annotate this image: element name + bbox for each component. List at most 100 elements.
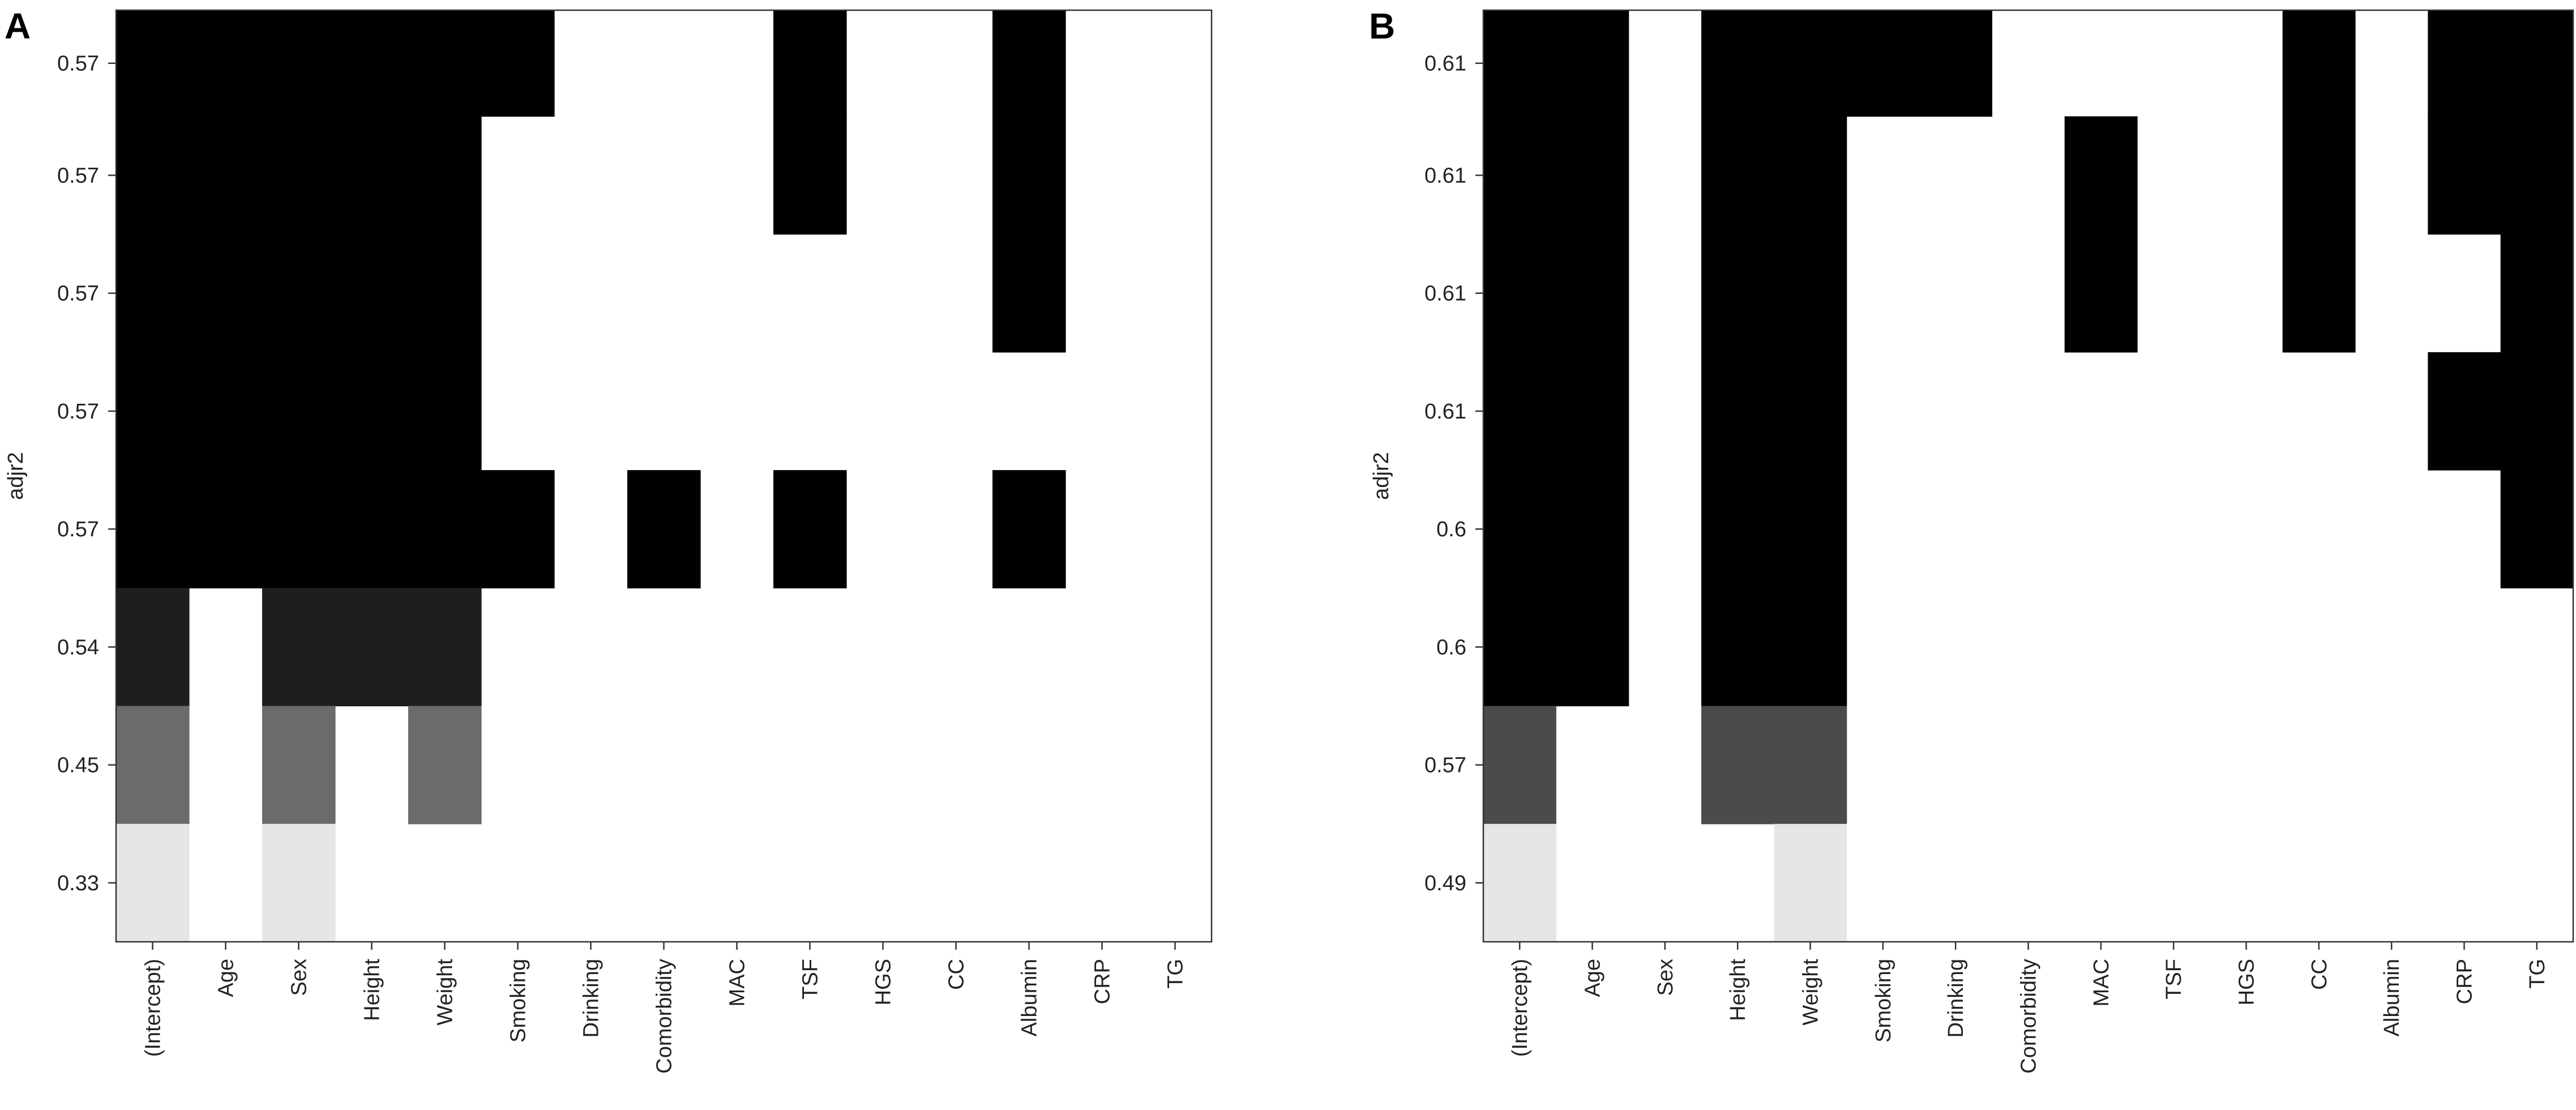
cell-A-r0-TSF [773, 10, 847, 117]
cell-B-r6-Weight [1774, 706, 1847, 825]
cell-B-r0-CRP [2428, 10, 2501, 117]
y-tick-label: 0.33 [57, 872, 99, 895]
x-tick-label: (Intercept) [1508, 959, 1532, 1057]
cell-A-r6-Sex [262, 706, 336, 825]
x-tick-label: MAC [2090, 959, 2113, 1006]
x-tick-label: Drinking [1944, 959, 1968, 1038]
x-tick-label: Smoking [1872, 959, 1895, 1043]
x-tick-label: Albumin [2380, 959, 2404, 1036]
x-tick-label: Drinking [580, 959, 604, 1038]
y-tick-label: 0.61 [1424, 164, 1466, 188]
x-tick-label: CRP [2453, 959, 2477, 1004]
cell-A-r3-Weight [408, 352, 482, 471]
cell-A-r4-Albumin [992, 470, 1066, 588]
x-tick-label: TG [1164, 959, 1188, 989]
x-tick-label: HGS [872, 959, 896, 1005]
cell-B-r1-Age [1556, 116, 1629, 235]
cell-B-r3-CRP [2428, 352, 2501, 471]
cell-B-r4-Height [1701, 470, 1774, 588]
cell-A-r5-Sex [262, 588, 336, 707]
cell-A-r4-Height [335, 470, 409, 588]
x-tick-label: Sex [1654, 959, 1678, 996]
cell-B-r6-(Intercept) [1483, 706, 1556, 825]
cell-B-r0-(Intercept) [1483, 10, 1556, 117]
panel-b: 0.61 0.61 0.61 0.61 0.6 0.6 0.57 0.49 (Intercept… [1369, 6, 2574, 1074]
y-tick-label: 0.45 [57, 754, 99, 778]
cell-B-r1-(Intercept) [1483, 116, 1556, 235]
cell-B-r2-CC [2282, 234, 2356, 353]
cell-B-r2-Weight [1774, 234, 1847, 353]
panel-label: A [5, 6, 31, 46]
x-tick-label: CC [2308, 959, 2331, 990]
plot-frame [1482, 9, 2574, 943]
cell-B-r7-(Intercept) [1483, 823, 1556, 942]
cell-B-r5-Height [1701, 588, 1774, 707]
x-tick-label: Sex [288, 959, 311, 996]
cell-A-r0-Age [189, 10, 263, 117]
y-tick-label: 0.57 [57, 52, 99, 76]
x-tick-label: Smoking [507, 959, 530, 1043]
cell-A-r2-Weight [408, 234, 482, 353]
y-tick-label: 0.57 [57, 518, 99, 541]
cell-A-r6-(Intercept) [116, 706, 190, 825]
cell-B-r3-Age [1556, 352, 1629, 471]
cell-B-r5-Weight [1774, 588, 1847, 707]
cell-B-r5-(Intercept) [1483, 588, 1556, 707]
cell-A-r1-Age [189, 116, 263, 235]
y-tick-label: 0.61 [1424, 282, 1466, 306]
cell-A-r6-Weight [408, 706, 482, 825]
cell-A-r3-Height [335, 352, 409, 471]
x-tick-label: HGS [2235, 959, 2259, 1005]
y-tick-label: 0.6 [1436, 635, 1466, 659]
x-tick-label: MAC [726, 959, 750, 1006]
y-tick-label: 0.6 [1436, 518, 1466, 541]
cell-B-r0-CC [2282, 10, 2356, 117]
cell-B-r3-(Intercept) [1483, 352, 1556, 471]
cell-A-r0-Height [335, 10, 409, 117]
y-axis-title: adjr2 [4, 452, 28, 500]
cell-B-r4-(Intercept) [1483, 470, 1556, 588]
y-tick-label: 0.54 [57, 635, 99, 659]
y-tick-label: 0.49 [1424, 872, 1466, 895]
cell-A-r4-TSF [773, 470, 847, 588]
cell-A-r2-Albumin [992, 234, 1066, 353]
y-tick-label: 0.61 [1424, 52, 1466, 76]
cell-A-r0-(Intercept) [116, 10, 190, 117]
cell-B-r1-CRP [2428, 116, 2501, 235]
cell-A-r1-Height [335, 116, 409, 235]
y-tick-label: 0.61 [1424, 400, 1466, 424]
cell-B-r4-Age [1556, 470, 1629, 588]
cell-A-r1-Weight [408, 116, 482, 235]
cell-A-r3-Age [189, 352, 263, 471]
cell-B-r1-CC [2282, 116, 2356, 235]
x-tick-label: Comorbidity [653, 959, 677, 1074]
x-tick-label: CRP [1091, 959, 1115, 1004]
cell-B-r1-Weight [1774, 116, 1847, 235]
cell-A-r3-(Intercept) [116, 352, 190, 471]
cell-A-r5-Height [335, 588, 409, 707]
cell-A-r7-Sex [262, 823, 336, 942]
cell-A-r2-Sex [262, 234, 336, 353]
cell-B-r2-TG [2500, 234, 2574, 353]
y-tick-label: 0.57 [57, 400, 99, 424]
cell-A-r4-Comorbidity [627, 470, 701, 588]
cell-B-r0-Age [1556, 10, 1629, 117]
cell-B-r1-TG [2500, 116, 2574, 235]
cell-A-r2-(Intercept) [116, 234, 190, 353]
cell-B-r2-Height [1701, 234, 1774, 353]
x-tick-label: CC [945, 959, 969, 990]
cell-B-r4-TG [2500, 470, 2574, 588]
cell-A-r4-Weight [408, 470, 482, 588]
cell-B-r6-Height [1701, 706, 1774, 825]
cell-B-r0-Weight [1774, 10, 1847, 117]
cell-A-r7-(Intercept) [116, 823, 190, 942]
cell-B-r3-Weight [1774, 352, 1847, 471]
cell-B-r1-Height [1701, 116, 1774, 235]
cell-B-r2-MAC [2064, 234, 2138, 353]
cell-A-r4-(Intercept) [116, 470, 190, 588]
cell-B-r4-Weight [1774, 470, 1847, 588]
cell-B-r0-Height [1701, 10, 1774, 117]
cell-A-r0-Smoking [481, 10, 555, 117]
y-tick-label: 0.57 [57, 164, 99, 188]
